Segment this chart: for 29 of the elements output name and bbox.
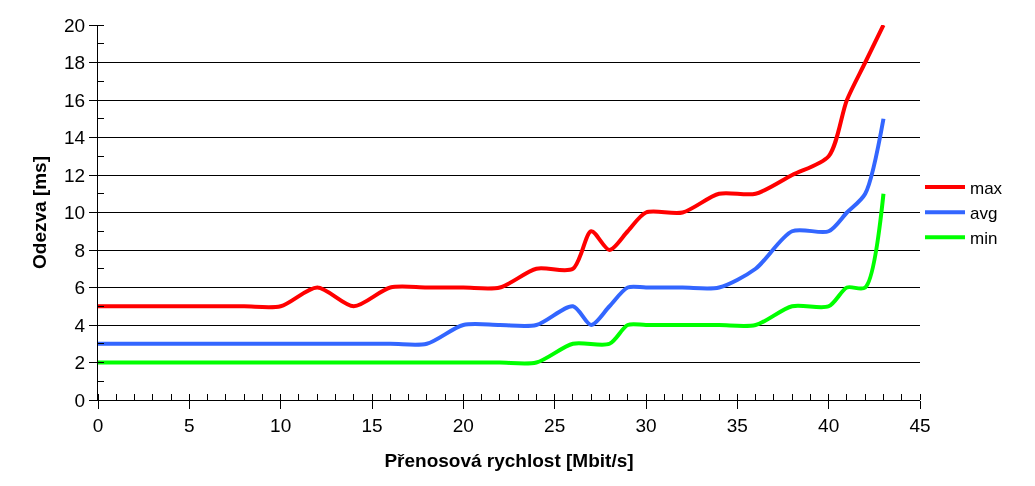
x-tick-label: 5 [184, 414, 195, 436]
line-series [98, 25, 886, 310]
x-tick-label: 35 [726, 414, 748, 436]
y-tick-label: 8 [74, 239, 86, 261]
x-axis-title: Přenosová rychlost [Mbit/s] [384, 449, 634, 471]
x-tick-label: 20 [452, 414, 474, 436]
line-series [98, 191, 886, 366]
x-tick-label: 0 [92, 414, 104, 436]
y-tick-label: 14 [64, 127, 86, 149]
x-tick-label: 45 [909, 414, 931, 436]
x-tick-label: 40 [818, 414, 840, 436]
line-series [98, 116, 886, 347]
y-tick-label: 16 [64, 89, 86, 111]
y-tick-label: 0 [74, 389, 86, 411]
x-tick-label: 30 [635, 414, 657, 436]
y-tick-label: 6 [74, 277, 86, 299]
x-tick-label: 15 [361, 414, 383, 436]
y-tick-label: 12 [64, 164, 86, 186]
x-tick-label: 10 [270, 414, 292, 436]
y-tick-label: 20 [64, 14, 86, 36]
legend-label: min [970, 228, 998, 248]
y-tick-label: 2 [74, 352, 86, 374]
y-axis-title: Odezva [ms] [28, 156, 50, 269]
legend-label: avg [970, 203, 998, 223]
legend-label: max [970, 178, 1003, 198]
y-tick-label: 10 [64, 202, 86, 224]
y-tick-label: 18 [64, 52, 86, 74]
y-tick-label: 4 [74, 314, 86, 336]
x-tick-label: 25 [544, 414, 566, 436]
